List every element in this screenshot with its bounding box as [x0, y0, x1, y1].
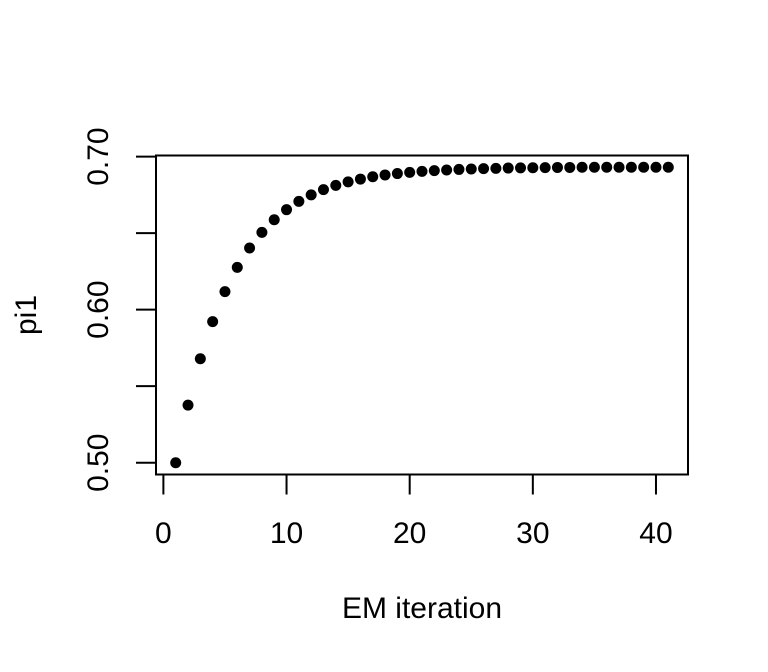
x-tick-label: 40	[639, 517, 672, 550]
data-point	[650, 161, 662, 173]
data-point	[490, 162, 502, 174]
data-point	[515, 162, 527, 174]
data-point	[293, 195, 305, 207]
data-point	[354, 173, 366, 185]
y-axis-label: pi1	[10, 295, 43, 335]
data-point	[268, 214, 280, 226]
data-point	[330, 179, 342, 191]
data-point	[478, 163, 490, 175]
data-point	[281, 204, 293, 216]
data-point	[625, 161, 637, 173]
points-layer	[170, 161, 674, 469]
data-point	[317, 184, 329, 196]
data-point	[539, 162, 551, 174]
data-point	[244, 242, 256, 254]
data-point	[428, 165, 440, 177]
data-point	[502, 162, 514, 174]
data-point	[391, 168, 403, 180]
data-point	[564, 161, 576, 173]
x-tick-label: 30	[516, 517, 549, 550]
x-tick-label: 0	[155, 517, 172, 550]
data-point	[416, 165, 428, 177]
data-point	[404, 166, 416, 178]
x-axis-label: EM iteration	[342, 592, 502, 625]
data-point	[601, 161, 613, 173]
data-point	[194, 353, 206, 365]
data-point	[219, 286, 231, 298]
data-point	[638, 161, 650, 173]
data-point	[379, 169, 391, 181]
y-tick-label: 0.50	[82, 434, 115, 492]
data-point	[342, 176, 354, 188]
data-point	[576, 161, 588, 173]
data-point	[613, 161, 625, 173]
y-tick-label: 0.60	[82, 280, 115, 338]
x-tick-label: 10	[270, 517, 303, 550]
data-point	[588, 161, 600, 173]
data-point	[256, 226, 268, 238]
data-point	[527, 162, 539, 174]
plot-box	[155, 154, 689, 476]
x-tick-label: 20	[393, 517, 426, 550]
data-point	[662, 161, 674, 173]
data-point	[453, 163, 465, 175]
data-point	[441, 164, 453, 176]
data-point	[551, 161, 563, 173]
axes-layer: 0 10 20 30 40 0.50 0.60 0.70	[82, 127, 689, 550]
data-point	[170, 457, 182, 469]
y-tick-label: 0.70	[82, 127, 115, 185]
data-point	[182, 399, 194, 411]
data-point	[305, 189, 317, 201]
data-point	[367, 171, 379, 183]
data-point	[207, 316, 219, 328]
data-point	[465, 163, 477, 175]
data-point	[231, 261, 243, 273]
